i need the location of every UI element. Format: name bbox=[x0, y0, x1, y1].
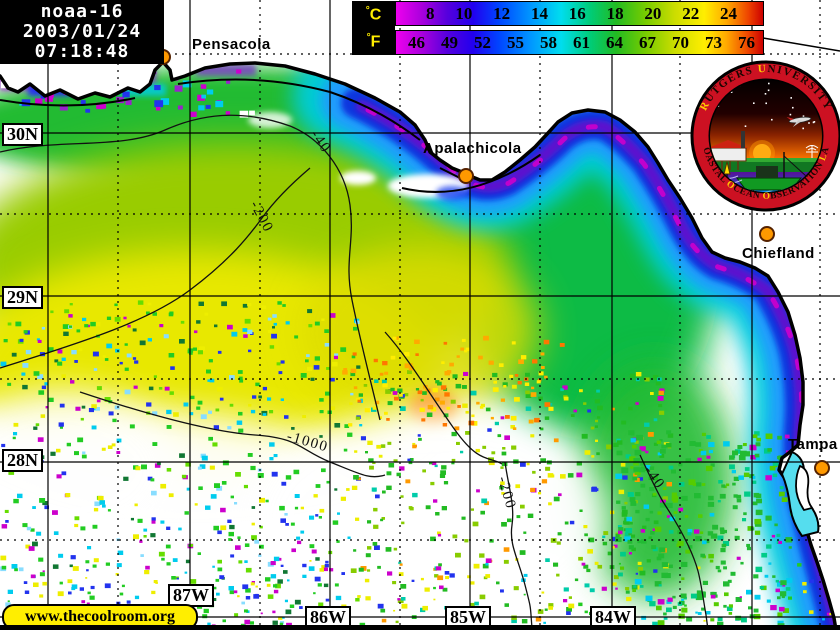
lat-label-28n: 28N bbox=[2, 449, 43, 472]
city-label-tampa: Tampa bbox=[788, 436, 838, 453]
apalachicola-marker bbox=[458, 168, 474, 184]
fahrenheit-unit-label: °F bbox=[366, 31, 381, 51]
colorbar-unit-labels: °C °F bbox=[352, 1, 395, 55]
bathymetry-contours bbox=[0, 114, 709, 630]
city-label-chiefland: Chiefland bbox=[742, 245, 815, 262]
lat-label-29n: 29N bbox=[2, 286, 43, 309]
celsius-scale-bar: 8 10 12 14 16 18 20 22 24 bbox=[395, 1, 764, 26]
satellite-info-box: noaa-16 2003/01/24 07:18:48 bbox=[0, 0, 164, 64]
city-label-pensacola: Pensacola bbox=[192, 36, 271, 53]
capture-time: 07:18:48 bbox=[34, 41, 130, 62]
celsius-unit-label: °C bbox=[365, 4, 382, 24]
city-label-apalachicola: Apalachicola bbox=[423, 140, 522, 157]
tampa-marker bbox=[814, 460, 830, 476]
colorbar-gradient-bars: 8 10 12 14 16 18 20 22 24 46 49 52 55 58 61 64 67 70 73 76 bbox=[395, 1, 764, 55]
tampa-bay bbox=[780, 450, 820, 538]
fahrenheit-scale-bar: 46 49 52 55 58 61 64 67 70 73 76 bbox=[395, 30, 764, 55]
temperature-colorbar: °C °F 8 10 12 14 16 18 20 22 24 46 49 52 55 58 61 64 67… bbox=[352, 1, 764, 55]
coastline bbox=[0, 60, 838, 630]
lon-label-85w: 85W bbox=[445, 606, 491, 629]
bottom-black-strip bbox=[0, 625, 840, 630]
capture-date: 2003/01/24 bbox=[22, 21, 142, 42]
annotation-line bbox=[762, 37, 840, 52]
satellite-name: noaa-16 bbox=[40, 1, 124, 22]
chiefland-marker bbox=[759, 226, 775, 242]
lat-label-30n: 30N bbox=[2, 123, 43, 146]
